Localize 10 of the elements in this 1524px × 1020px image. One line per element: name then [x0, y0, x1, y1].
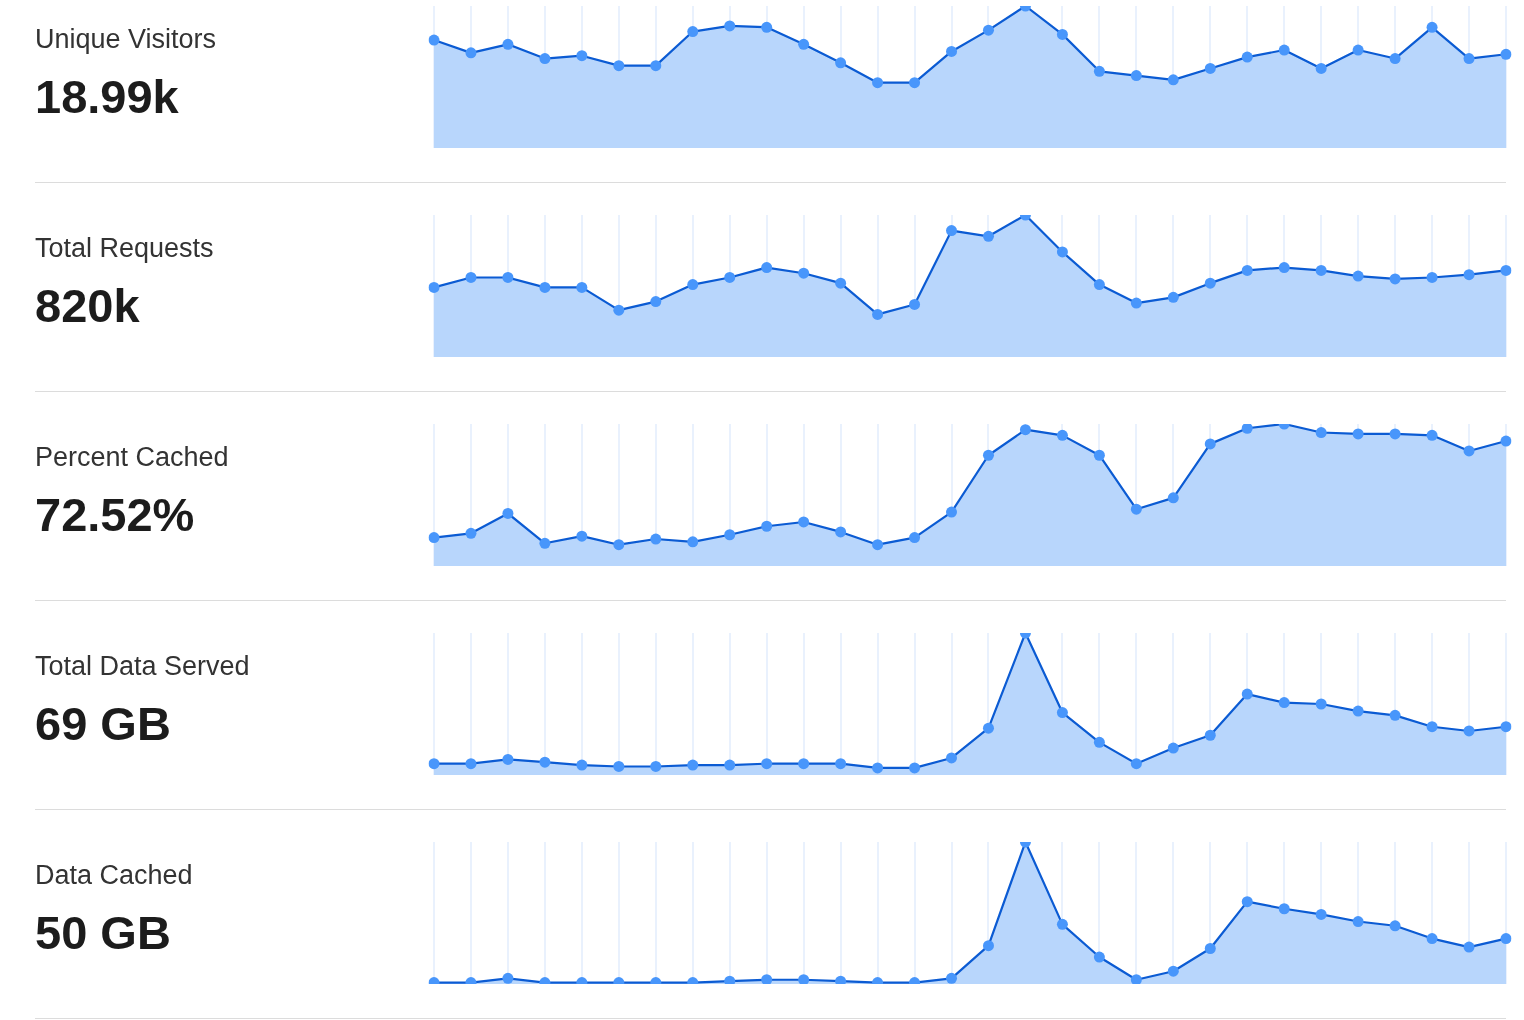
y-axis-title: Data Cached [35, 859, 193, 891]
text: 18.99k [35, 70, 179, 124]
y-axis-title: Total Requests [35, 232, 214, 264]
text: 69 GB [35, 697, 171, 751]
text: 820k [35, 279, 140, 333]
y-axis-title: Percent Cached [35, 441, 229, 473]
text: 50 GB [35, 906, 171, 960]
y-axis-title: Total Data Served [35, 650, 250, 682]
y-axis-title: Unique Visitors [35, 23, 217, 55]
text: 72.52% [35, 488, 195, 542]
